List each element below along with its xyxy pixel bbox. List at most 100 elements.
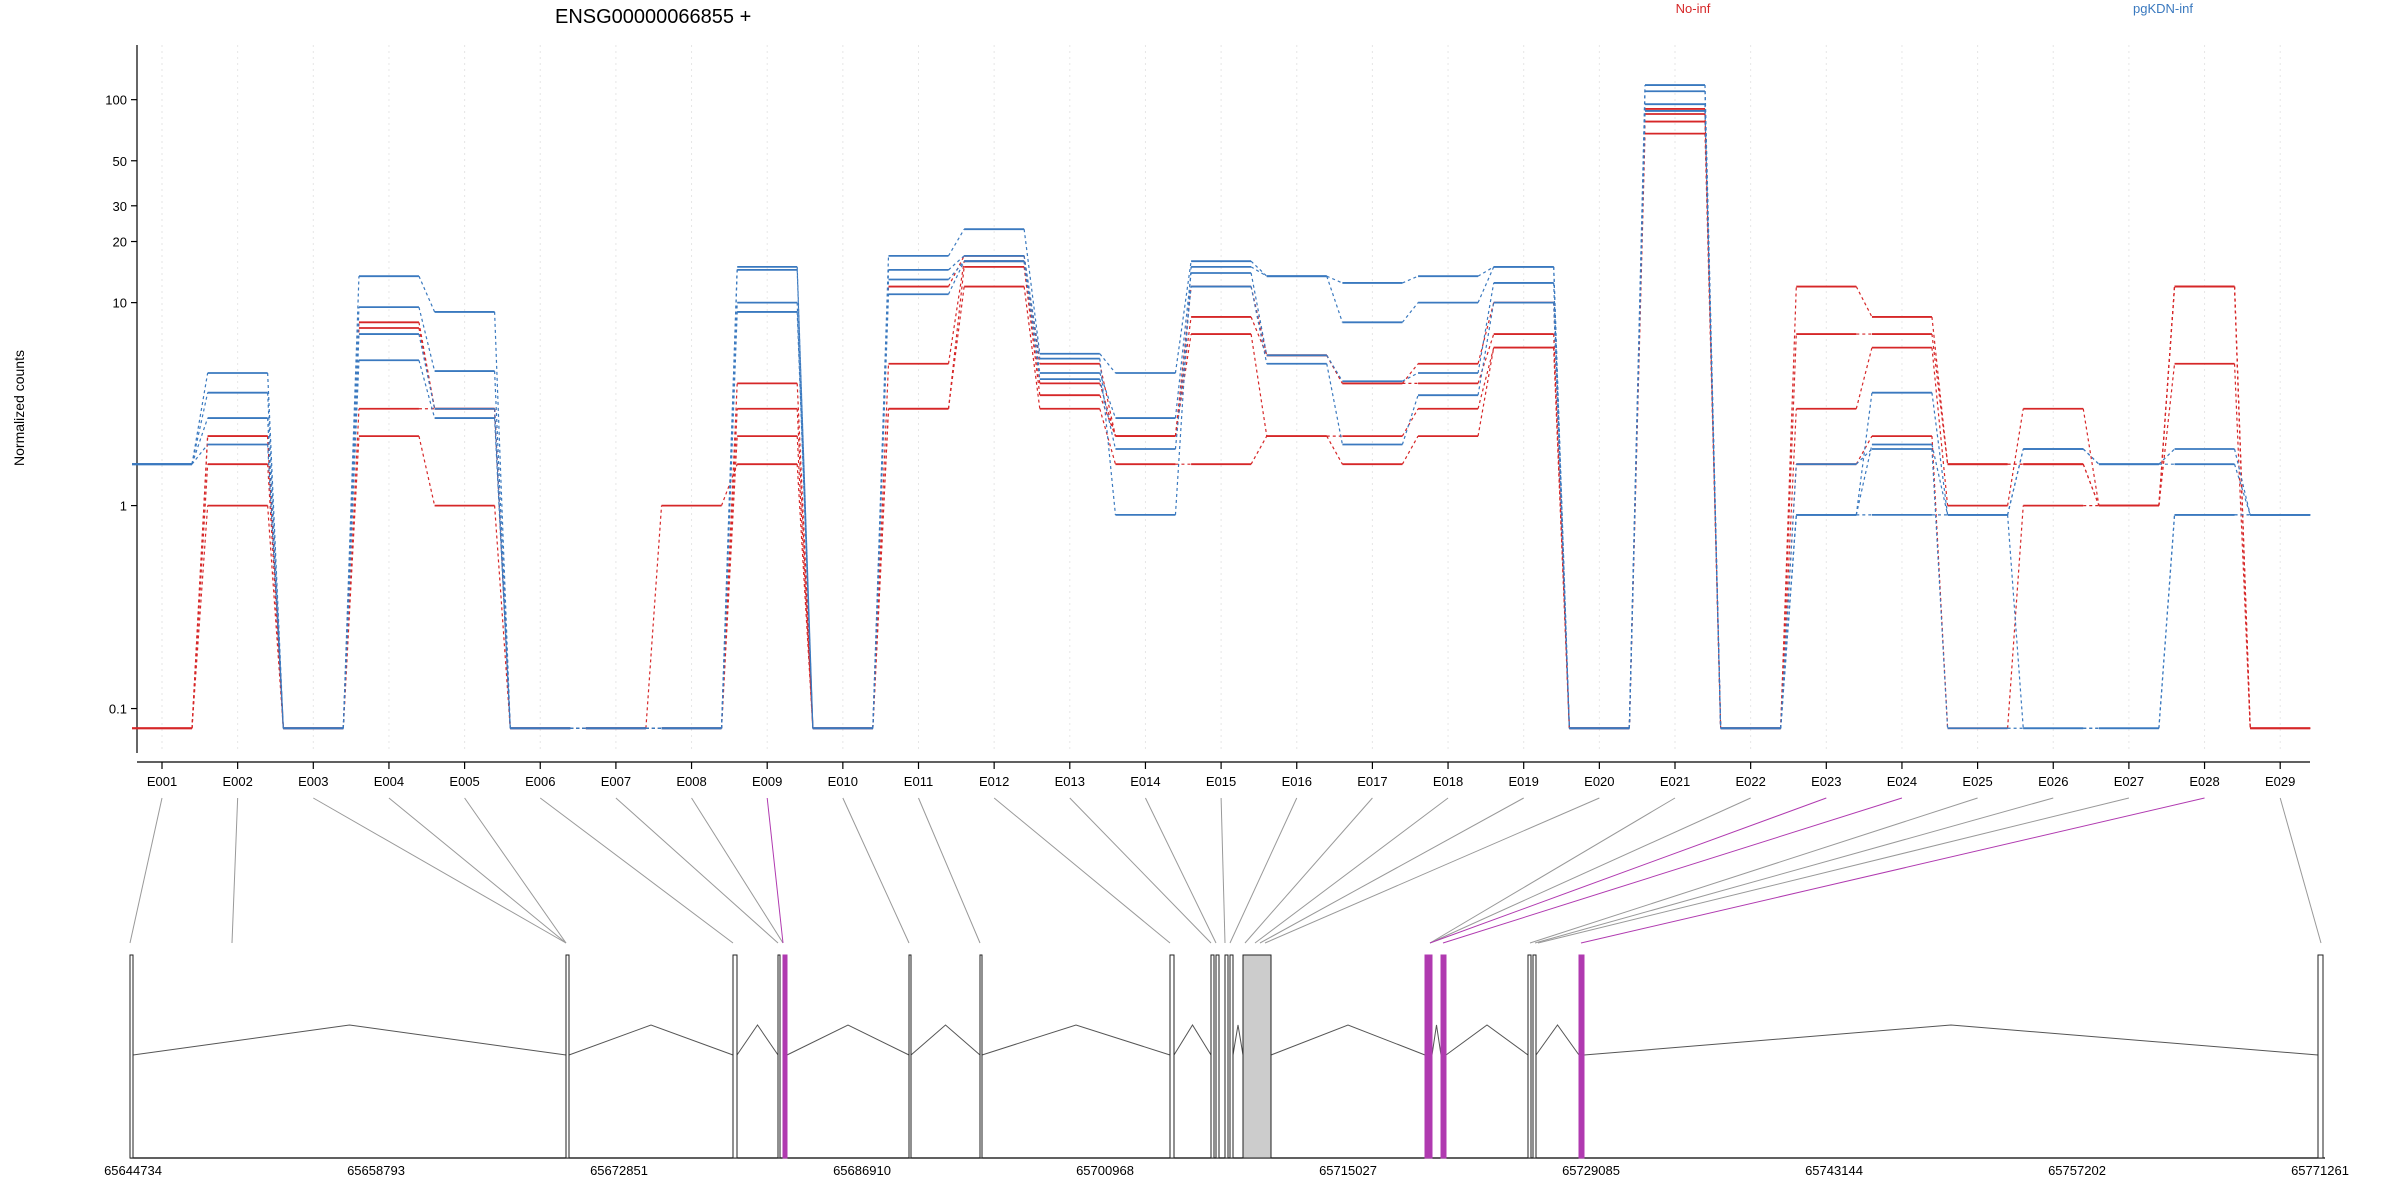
series-connector bbox=[2007, 408, 2024, 506]
series-connector bbox=[1780, 408, 1797, 729]
series-connector bbox=[494, 505, 511, 729]
series-connector bbox=[796, 408, 814, 729]
series-connector bbox=[1477, 347, 1495, 437]
y-tick-label: 10 bbox=[113, 296, 127, 311]
series-connector bbox=[1704, 110, 1722, 729]
exon-box bbox=[1169, 954, 1175, 1159]
series-connector bbox=[1250, 260, 1268, 277]
series-connector bbox=[342, 408, 360, 729]
exon-box bbox=[979, 954, 983, 1159]
legend-no-inf: No-inf bbox=[1676, 1, 1711, 16]
series-connector bbox=[1326, 275, 1343, 284]
series-connector bbox=[1780, 334, 1797, 729]
series-connector bbox=[1326, 275, 1343, 323]
x-tick-label-e002: E002 bbox=[222, 774, 252, 789]
exon-mapping-line-e017 bbox=[1244, 797, 1373, 944]
y-tick-label: 1 bbox=[120, 499, 127, 514]
exon-mapping-line-e010 bbox=[842, 797, 910, 944]
exon-mapping-line-e001 bbox=[129, 797, 163, 944]
series-connector bbox=[1855, 286, 1873, 318]
series-connector bbox=[1553, 266, 1570, 729]
legend-pgkdn-inf: pgKDN-inf bbox=[2133, 1, 2193, 16]
series-connector bbox=[1780, 286, 1797, 729]
series-connector bbox=[418, 322, 436, 409]
exon-mapping-line-e015 bbox=[1220, 797, 1226, 944]
series-connector bbox=[1477, 347, 1495, 409]
intron bbox=[1583, 1024, 2319, 1056]
x-tick-label-e027: E027 bbox=[2114, 774, 2144, 789]
series-connector bbox=[1023, 229, 1041, 354]
intron bbox=[568, 1024, 734, 1056]
series-connector bbox=[1931, 448, 1949, 729]
series-connector bbox=[1250, 316, 1268, 356]
series-connector bbox=[1023, 286, 1041, 409]
x-tick-label-e025: E025 bbox=[1962, 774, 1992, 789]
series-connector bbox=[872, 255, 890, 729]
series-pgkdn-inf-8 bbox=[132, 84, 2311, 730]
exon-mapping-line-e022 bbox=[1429, 797, 1751, 944]
series-connector bbox=[1477, 302, 1495, 364]
series-connector bbox=[1855, 444, 1873, 516]
series-connector bbox=[2233, 363, 2251, 729]
series-connector bbox=[418, 333, 436, 409]
series-connector bbox=[1250, 286, 1268, 364]
exon-mapping-line-e018 bbox=[1254, 797, 1449, 944]
x-tick-label-e009: E009 bbox=[752, 774, 782, 789]
series-connector bbox=[267, 372, 284, 729]
x-tick-label-e019: E019 bbox=[1509, 774, 1539, 789]
series-connector bbox=[1401, 363, 1419, 384]
series-connector bbox=[494, 408, 511, 729]
series-connector bbox=[342, 334, 360, 729]
series-connector bbox=[1174, 286, 1192, 437]
x-tick-label-e016: E016 bbox=[1282, 774, 1312, 789]
x-tick-label-e022: E022 bbox=[1735, 774, 1765, 789]
x-tick-label-e004: E004 bbox=[374, 774, 404, 789]
series-connector bbox=[2007, 505, 2024, 729]
exon-mapping-line-e004 bbox=[388, 797, 567, 944]
series-connector bbox=[2158, 286, 2176, 506]
series-connector bbox=[191, 436, 209, 729]
exon-mapping-line-e027 bbox=[1537, 797, 2130, 944]
series-no-inf-3 bbox=[132, 113, 2311, 730]
series-connector bbox=[872, 408, 890, 729]
series-connector bbox=[1855, 392, 1873, 515]
x-tick-label-e021: E021 bbox=[1660, 774, 1690, 789]
x-tick-label-e008: E008 bbox=[676, 774, 706, 789]
x-tick-label-e013: E013 bbox=[1055, 774, 1085, 789]
series-connector bbox=[1780, 464, 1797, 729]
genomic-coordinate-label: 65644734 bbox=[104, 1163, 162, 1178]
series-connector bbox=[1553, 282, 1570, 729]
y-tick-label: 20 bbox=[113, 235, 127, 250]
series-connector bbox=[1250, 272, 1268, 356]
series-connector bbox=[1326, 355, 1343, 384]
series-connector bbox=[1931, 347, 1949, 506]
exon-mapping-line-e024 bbox=[1442, 797, 1903, 944]
exon-mapping-line-e020 bbox=[1264, 797, 1600, 944]
genomic-coordinate-label: 65686910 bbox=[833, 1163, 891, 1178]
genomic-coordinate-label: 65729085 bbox=[1562, 1163, 1620, 1178]
intron bbox=[981, 1024, 1171, 1056]
exon-box bbox=[732, 954, 738, 1159]
exon-mapping-line-e002 bbox=[231, 797, 239, 944]
exon-box bbox=[1578, 954, 1585, 1159]
series-connector bbox=[1326, 355, 1343, 382]
intron bbox=[1173, 1024, 1212, 1056]
series-connector bbox=[418, 360, 436, 419]
exon-mapping-line-e028 bbox=[1580, 797, 2205, 944]
series-connector bbox=[1326, 363, 1343, 445]
exon-mapping-line-e026 bbox=[1534, 797, 2054, 944]
exon-box bbox=[1440, 954, 1447, 1159]
series-connector bbox=[796, 269, 814, 729]
exon-mapping-line-e012 bbox=[993, 797, 1171, 944]
exon-mapping-line-e021 bbox=[1429, 797, 1676, 944]
series-connector bbox=[1855, 435, 1873, 465]
series-connector bbox=[2007, 448, 2024, 516]
series-pgkdn-inf-7 bbox=[132, 90, 2311, 730]
series-connector bbox=[494, 418, 511, 729]
intron bbox=[132, 1024, 567, 1056]
series-connector bbox=[1704, 85, 1722, 729]
series-connector bbox=[418, 307, 436, 372]
intron bbox=[1431, 1024, 1442, 1056]
series-connector bbox=[1023, 255, 1041, 359]
